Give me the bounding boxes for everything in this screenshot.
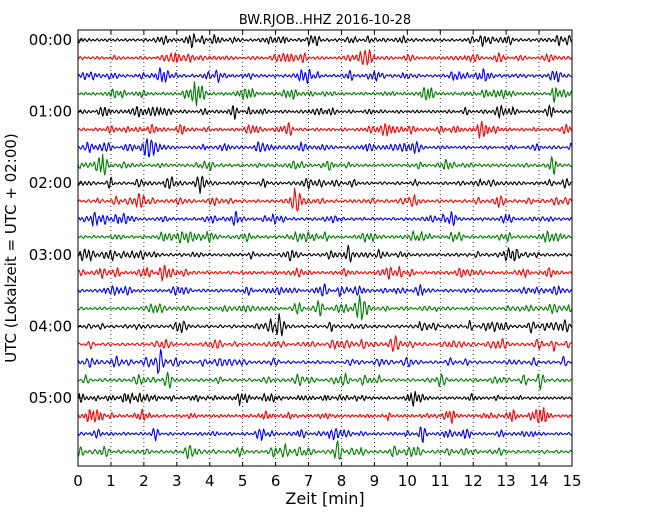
seismic-trace xyxy=(77,294,573,321)
plot-frame xyxy=(77,29,573,467)
y-tick-label: 02:00 xyxy=(29,174,72,192)
x-tick-label: 2 xyxy=(139,472,149,490)
y-tick-label: 01:00 xyxy=(29,103,72,121)
x-tick-label: 7 xyxy=(304,472,314,490)
x-tick-label: 0 xyxy=(73,472,83,490)
grid-lines xyxy=(110,30,540,466)
seismic-trace xyxy=(77,175,573,194)
seismic-trace xyxy=(77,187,573,212)
x-tick-label: 9 xyxy=(370,472,380,490)
x-tick-label: 3 xyxy=(172,472,182,490)
x-tick-label: 1 xyxy=(106,472,116,490)
seismic-trace xyxy=(77,371,573,391)
seismic-trace xyxy=(77,313,573,337)
seismic-trace xyxy=(77,33,573,49)
y-tick-label: 03:00 xyxy=(29,246,72,264)
y-axis-ticks: 00:00 01:00 02:00 03:00 04:00 05:00 xyxy=(29,31,82,407)
y-axis-label: UTC (Lokalzeit = UTC + 02:00) xyxy=(2,133,20,363)
seismic-trace xyxy=(77,210,573,227)
y-tick-label: 05:00 xyxy=(29,389,72,407)
x-tick-label: 11 xyxy=(431,472,450,490)
seismic-trace xyxy=(77,138,573,158)
chart-title: BW.RJOB..HHZ 2016-10-28 xyxy=(239,13,411,28)
y-tick-label: 04:00 xyxy=(29,317,72,335)
x-tick-label: 14 xyxy=(530,472,549,490)
seismic-trace xyxy=(77,264,573,282)
x-axis-label: Zeit [min] xyxy=(285,489,364,508)
seismic-trace xyxy=(77,426,573,443)
x-axis-ticks: 0 1 2 3 4 5 6 7 8 9 10 11 12 13 14 15 xyxy=(73,30,582,490)
x-tick-label: 15 xyxy=(562,472,581,490)
seismic-trace xyxy=(77,390,573,407)
seismic-trace xyxy=(77,153,573,176)
x-tick-label: 4 xyxy=(205,472,215,490)
seismic-trace xyxy=(77,120,573,139)
seismic-trace xyxy=(77,230,573,244)
x-tick-label: 5 xyxy=(238,472,248,490)
seismic-trace xyxy=(77,49,573,66)
seismic-trace xyxy=(77,67,573,85)
x-tick-label: 8 xyxy=(337,472,347,490)
x-tick-label: 12 xyxy=(464,472,483,490)
seismic-trace xyxy=(77,406,573,425)
seismic-trace xyxy=(77,440,573,460)
seismic-trace xyxy=(77,349,573,374)
seismic-trace xyxy=(77,81,573,107)
seismic-trace xyxy=(77,104,573,120)
x-tick-label: 6 xyxy=(271,472,281,490)
seismic-trace xyxy=(77,244,573,263)
y-tick-label: 00:00 xyxy=(29,31,72,49)
x-tick-label: 10 xyxy=(398,472,417,490)
x-tick-label: 13 xyxy=(497,472,516,490)
seismic-trace xyxy=(77,283,573,298)
seismic-traces xyxy=(77,33,573,460)
seismic-trace xyxy=(77,335,573,353)
